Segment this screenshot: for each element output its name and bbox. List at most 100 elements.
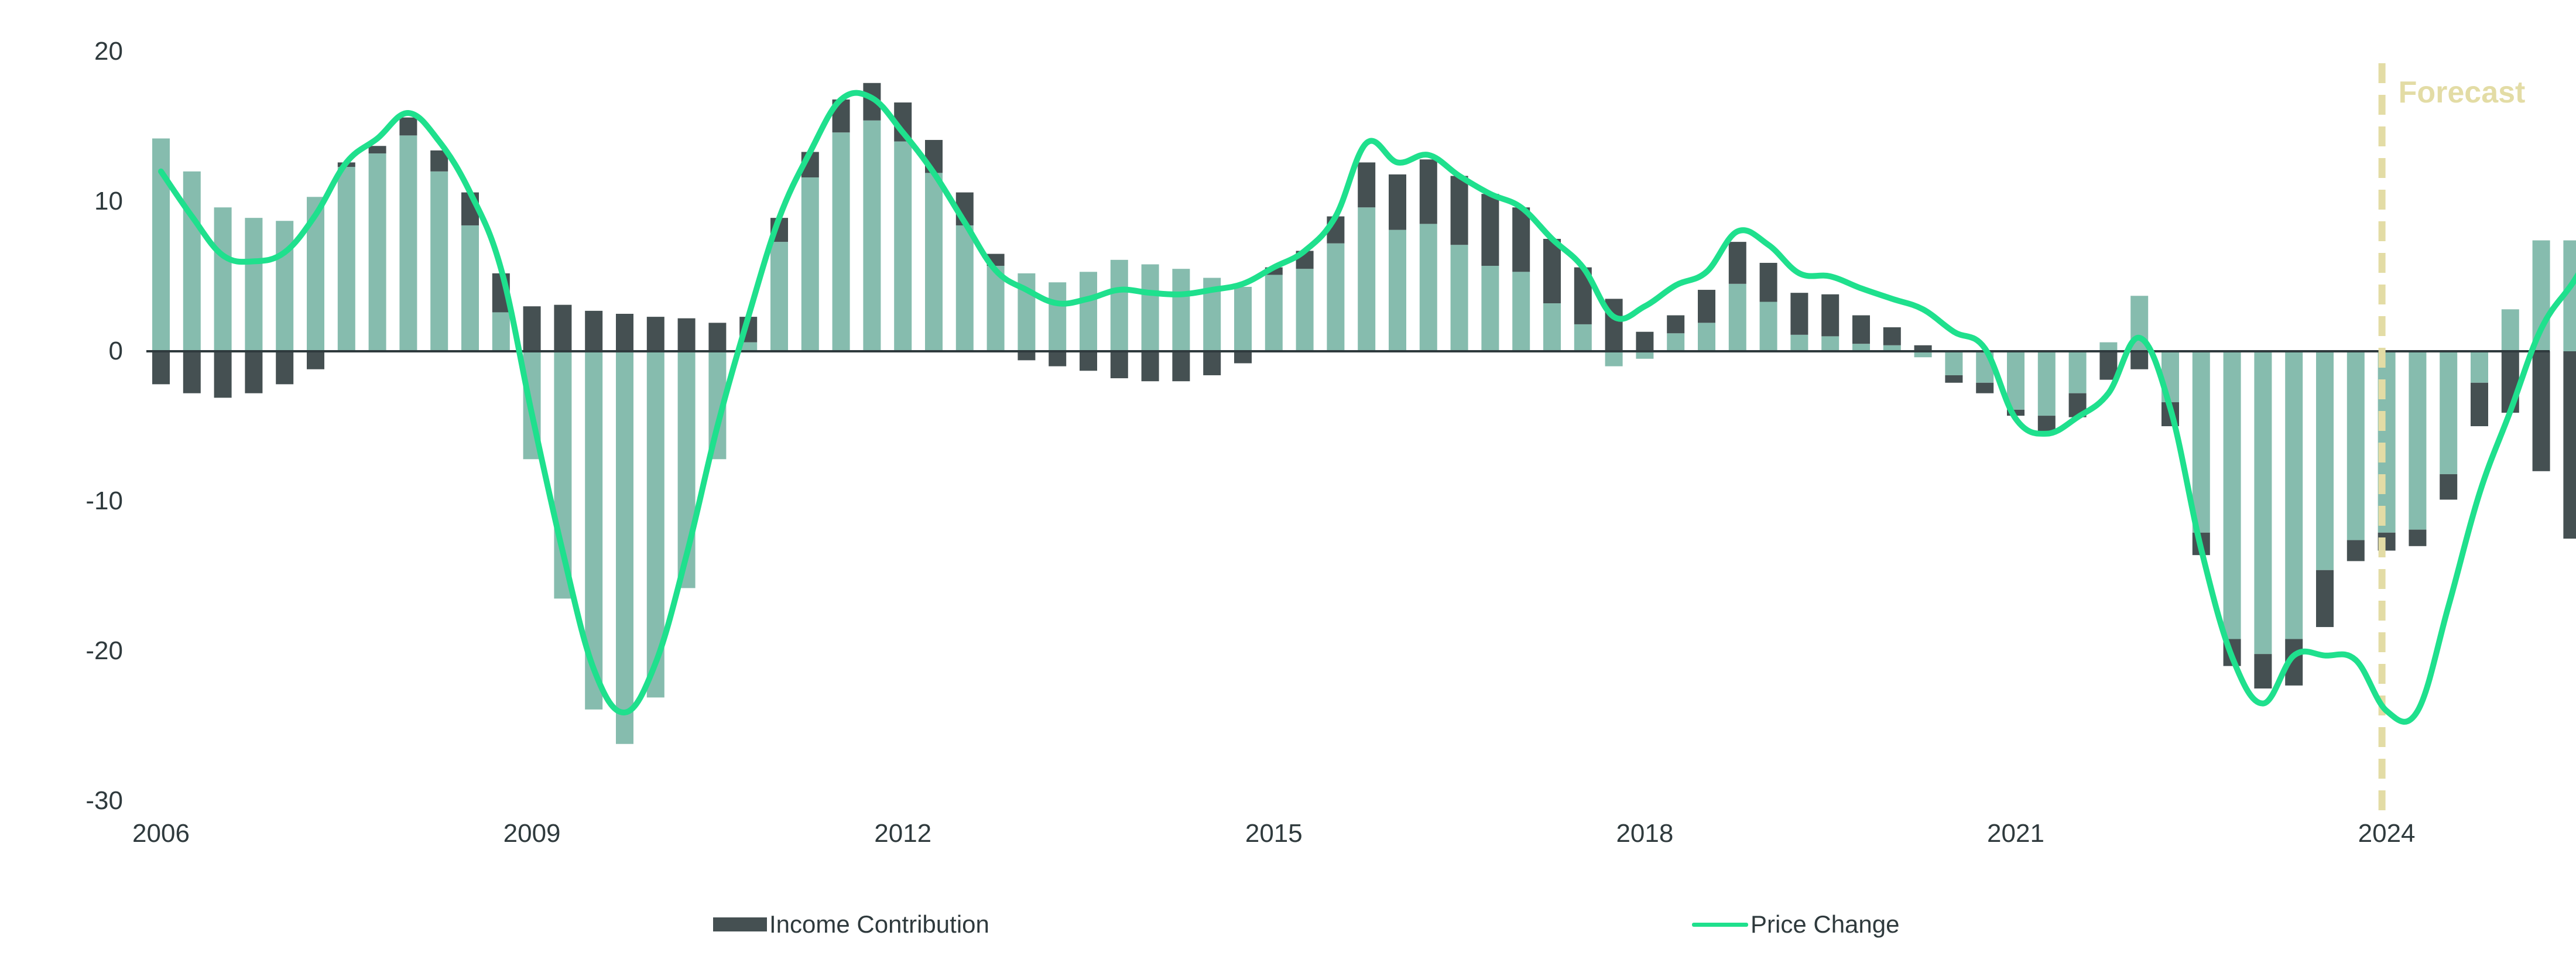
bar-income (1543, 239, 1561, 304)
bar-income (1234, 351, 1252, 364)
bar-capital (955, 225, 974, 351)
bar-capital (1512, 272, 1530, 351)
legend-label-price: Price Change (1751, 910, 1900, 938)
bar-capital (1358, 207, 1376, 351)
bar-income (2471, 382, 2488, 426)
y-tick-label: 0 (109, 337, 123, 365)
bar-capital (770, 242, 788, 351)
bar-capital (492, 312, 510, 351)
bar-income (2440, 474, 2458, 500)
bar-income (1389, 174, 1406, 230)
y-axis-ticks: 20 10 0 -10 -20 -30 (85, 37, 123, 815)
bar-capital (337, 167, 355, 351)
bar-income (646, 317, 664, 351)
bar-capital (461, 225, 479, 351)
bar-income (1698, 290, 1715, 323)
bar-capital (2316, 351, 2334, 570)
bar-capital (1945, 351, 1963, 375)
bar-capital (2007, 351, 2025, 410)
bar-capital (1049, 282, 1067, 351)
legend-item-price: Price Change (1692, 910, 1899, 938)
bar-capital (1574, 324, 1592, 351)
bar-income (1512, 207, 1530, 272)
bar-capital (801, 177, 819, 351)
bar-income (677, 318, 696, 351)
y-tick-label: -20 (85, 636, 123, 665)
bar-income (2099, 351, 2118, 380)
bar-income (1141, 351, 1159, 382)
price-change-line (158, 90, 2576, 725)
bar-capital (1080, 272, 1097, 351)
bar-capital (1450, 245, 1468, 351)
bar-income (1419, 159, 1437, 224)
bar-income (1450, 176, 1468, 245)
bar-capital (214, 207, 232, 351)
bar-capital (925, 173, 943, 351)
legend-item-income: Income Contribution (713, 910, 989, 938)
legend-label-income: Income Contribution (769, 910, 989, 938)
bar-income (245, 351, 263, 393)
bar-income (2563, 351, 2576, 539)
bar-capital (2223, 351, 2241, 639)
x-tick-label: 2018 (1616, 819, 1673, 848)
bar-capital (2563, 240, 2576, 351)
bar-capital (1821, 336, 1839, 351)
x-axis-ticks: 20062009201220152018202120242027 (132, 819, 2415, 848)
bar-capital (1389, 229, 1406, 351)
bar-income (554, 304, 572, 351)
bar-income (1728, 242, 1746, 284)
y-tick-label: -30 (85, 786, 123, 815)
bar-income (1172, 351, 1190, 382)
y-tick-label: 10 (94, 187, 123, 215)
bar-capital (183, 171, 201, 351)
bar-income (2532, 351, 2550, 471)
x-tick-label: 2012 (874, 819, 931, 848)
bar-income (1667, 315, 1685, 334)
bar-income (2316, 570, 2334, 628)
bar-income (523, 306, 541, 351)
bar-income (1852, 315, 1870, 344)
forecast-label: Forecast (2399, 76, 2526, 109)
bar-income (585, 310, 603, 351)
y-tick-label: 20 (94, 37, 123, 66)
bar-capital (2285, 351, 2303, 639)
bar-capital (1728, 283, 1746, 351)
bar-income (399, 117, 417, 136)
bar-income (1914, 345, 1932, 351)
bar-capital (2192, 351, 2210, 533)
bar-income (1080, 351, 1097, 371)
bar-capital (863, 120, 881, 351)
bar-capital (430, 171, 448, 351)
bar-income (1636, 331, 1654, 351)
bar-capital (1543, 303, 1561, 351)
bar-income (183, 351, 201, 393)
x-tick-label: 2009 (503, 819, 561, 848)
bars-layer (152, 83, 2576, 744)
bar-capital (1110, 259, 1128, 351)
legend: Income Contribution Price Change (0, 910, 2576, 957)
bar-capital (368, 153, 386, 351)
bar-income (1821, 294, 1839, 337)
bar-capital (2409, 351, 2427, 530)
bar-income (1481, 194, 1499, 266)
bar-capital (2099, 342, 2118, 351)
y-tick-label: -10 (85, 487, 123, 515)
bar-capital (2440, 351, 2458, 474)
bar-capital (1636, 351, 1654, 359)
bar-income (2254, 654, 2272, 688)
bar-capital (1698, 323, 1715, 351)
bar-capital (1141, 264, 1159, 351)
x-tick-label: 2021 (1987, 819, 2044, 848)
bar-capital (1234, 286, 1252, 351)
bar-income (2130, 351, 2149, 369)
bar-capital (2068, 351, 2087, 393)
legend-swatch-price (1692, 922, 1748, 927)
bar-income (1976, 382, 1994, 393)
bar-capital (1914, 351, 1932, 358)
bar-capital (616, 351, 633, 744)
bar-capital (1790, 334, 1808, 351)
bar-capital (2347, 351, 2365, 540)
bar-capital (2037, 351, 2056, 416)
x-tick-label: 2006 (132, 819, 190, 848)
bar-income (1790, 293, 1808, 335)
